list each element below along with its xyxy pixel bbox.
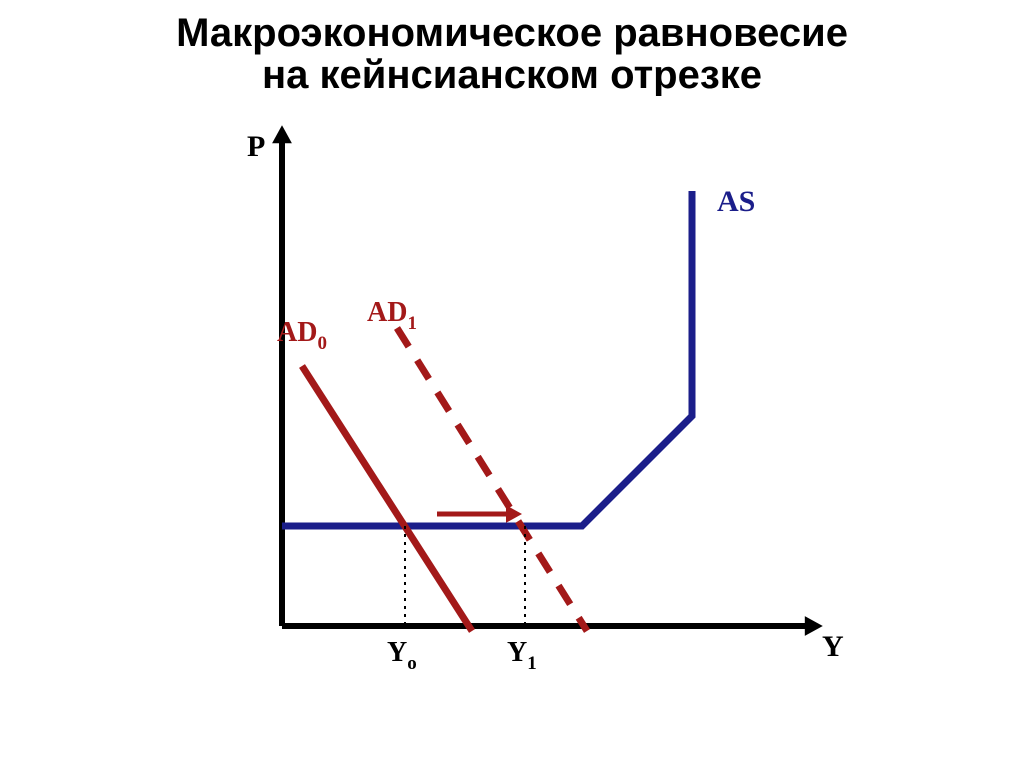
x-axis-label: Y [822,630,844,663]
ad1-curve-label: AD1 [367,297,417,334]
page-title: Макроэкономическое равновесие на кейнсиа… [0,12,1024,96]
macro-equilibrium-chart: PYASAD0AD1YoY1 [132,96,892,716]
title-line-1: Макроэкономическое равновесие [0,12,1024,54]
y-axis-label: P [247,130,265,163]
x-tick-label-0: Yo [387,637,417,674]
as-curve-label: AS [717,185,755,218]
title-line-2: на кейнсианском отрезке [0,54,1024,96]
x-tick-label-1: Y1 [507,637,537,674]
chart-container: PYASAD0AD1YoY1 [0,96,1024,716]
